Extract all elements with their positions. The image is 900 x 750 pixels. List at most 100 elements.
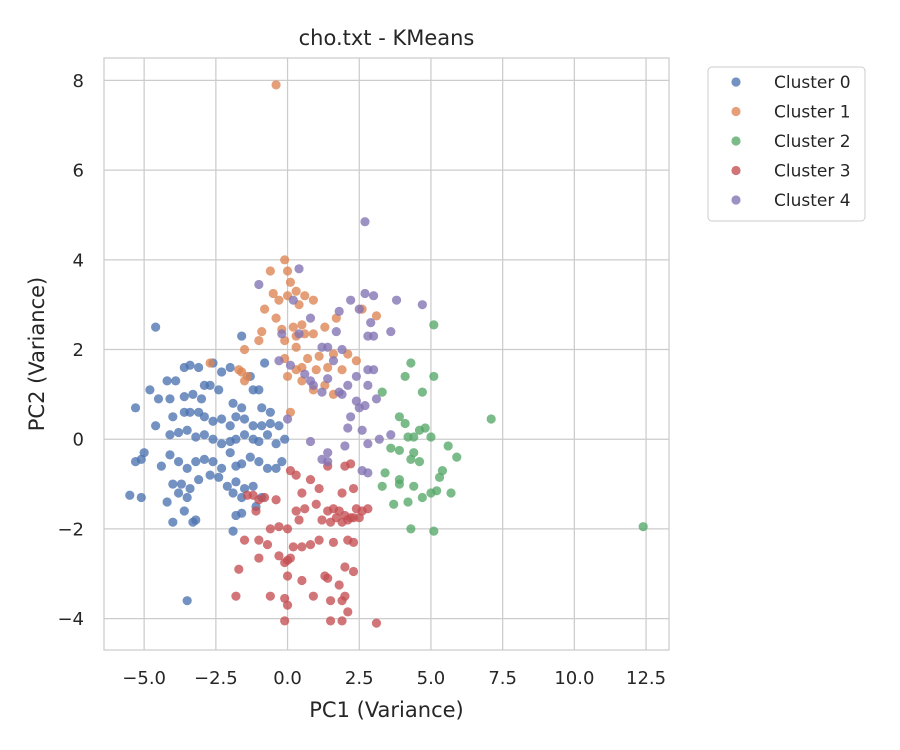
data-point: [205, 380, 215, 390]
data-point: [262, 540, 273, 550]
y-tick-label: 6: [73, 161, 84, 182]
data-point: [214, 472, 224, 482]
data-point: [242, 371, 253, 382]
data-point: [300, 369, 310, 379]
data-point: [228, 526, 238, 536]
y-tick-label: 4: [73, 250, 84, 271]
legend-label: Cluster 4: [774, 191, 851, 211]
data-point: [386, 443, 396, 453]
data-point: [400, 418, 410, 429]
x-tick-label: 5.0: [417, 668, 446, 689]
series-3: [231, 459, 382, 628]
data-point: [291, 470, 301, 480]
data-point: [337, 344, 347, 355]
data-point: [303, 353, 313, 364]
legend-frame: [707, 66, 866, 222]
data-point: [320, 322, 330, 332]
y-axis-ticks: −4 −2 0 2 4 6 8: [57, 71, 84, 630]
x-tick-label: 12.5: [626, 668, 666, 689]
data-point: [377, 387, 387, 397]
data-point: [136, 492, 146, 503]
data-point: [222, 481, 232, 491]
data-point: [257, 326, 267, 337]
x-tick-label: −5.0: [122, 668, 166, 689]
data-point: [360, 288, 370, 299]
data-point: [486, 414, 496, 424]
data-point: [271, 80, 281, 90]
data-point: [234, 564, 244, 574]
data-point: [271, 439, 281, 449]
data-point: [343, 380, 353, 390]
data-point: [285, 277, 296, 287]
data-point: [311, 365, 321, 375]
data-point: [271, 463, 281, 473]
data-point: [291, 506, 301, 516]
data-point: [308, 295, 318, 305]
grid: [104, 58, 669, 650]
legend-marker: [731, 77, 741, 87]
data-point: [208, 434, 218, 444]
data-point: [346, 412, 356, 422]
data-point: [234, 365, 244, 375]
y-axis-label: PC2 (Variance): [25, 277, 49, 431]
data-point: [162, 497, 172, 507]
data-point: [239, 535, 250, 545]
plot-area: [104, 58, 669, 650]
legend-marker: [731, 136, 741, 146]
data-point: [274, 551, 284, 561]
data-point: [323, 342, 333, 352]
data-point: [368, 291, 379, 301]
data-point: [231, 477, 241, 487]
data-point: [260, 304, 270, 314]
data-point: [305, 474, 316, 485]
data-point: [145, 385, 155, 395]
data-point: [285, 360, 296, 370]
data-point: [151, 421, 161, 431]
data-point: [199, 430, 209, 440]
data-point: [374, 434, 384, 444]
data-point: [162, 376, 172, 386]
data-point: [274, 295, 284, 305]
data-point: [136, 454, 146, 464]
data-point: [432, 486, 442, 496]
data-point: [340, 562, 350, 572]
y-tick-label: 0: [73, 430, 84, 451]
data-point: [191, 432, 201, 442]
data-point: [242, 490, 253, 500]
data-point: [176, 479, 187, 489]
data-point: [228, 398, 238, 408]
legend-label: Cluster 0: [774, 73, 851, 93]
data-point: [194, 362, 204, 373]
data-point: [406, 524, 416, 534]
data-point: [371, 394, 382, 404]
data-point: [354, 304, 364, 314]
data-point: [363, 504, 373, 514]
data-point: [173, 488, 184, 498]
data-point: [323, 374, 333, 384]
data-point: [199, 454, 209, 464]
data-point: [248, 421, 258, 431]
data-point: [185, 360, 195, 370]
data-point: [280, 557, 290, 568]
data-point: [254, 553, 264, 563]
data-point: [403, 497, 413, 507]
data-point: [348, 537, 359, 547]
data-point: [199, 412, 209, 422]
data-point: [297, 575, 307, 586]
data-point: [291, 342, 301, 352]
data-point: [282, 524, 293, 534]
x-tick-label: 2.5: [345, 668, 374, 689]
data-point: [386, 430, 396, 440]
x-tick-label: 7.5: [488, 668, 517, 689]
data-point: [323, 362, 333, 373]
x-tick-label: −2.5: [194, 668, 238, 689]
data-point: [168, 412, 178, 422]
data-point: [420, 423, 430, 433]
data-point: [638, 522, 648, 532]
data-point: [182, 492, 192, 503]
data-point: [274, 421, 284, 431]
data-point: [417, 492, 427, 503]
data-point: [314, 535, 324, 545]
data-point: [257, 421, 267, 431]
data-point: [452, 452, 462, 462]
